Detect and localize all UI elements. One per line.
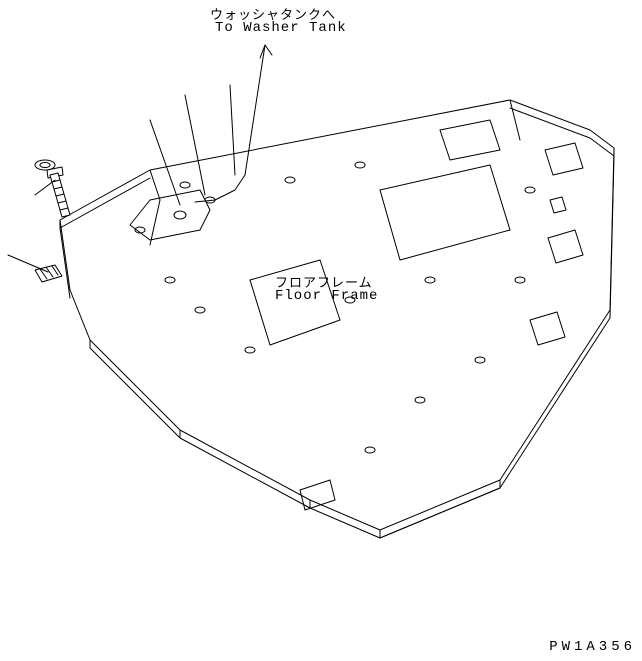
washer-label-en: To Washer Tank bbox=[215, 20, 347, 36]
drawing-code: PW1A356 bbox=[549, 639, 636, 655]
floor-label-en: Floor Frame bbox=[275, 288, 378, 304]
diagram-canvas bbox=[0, 0, 642, 661]
